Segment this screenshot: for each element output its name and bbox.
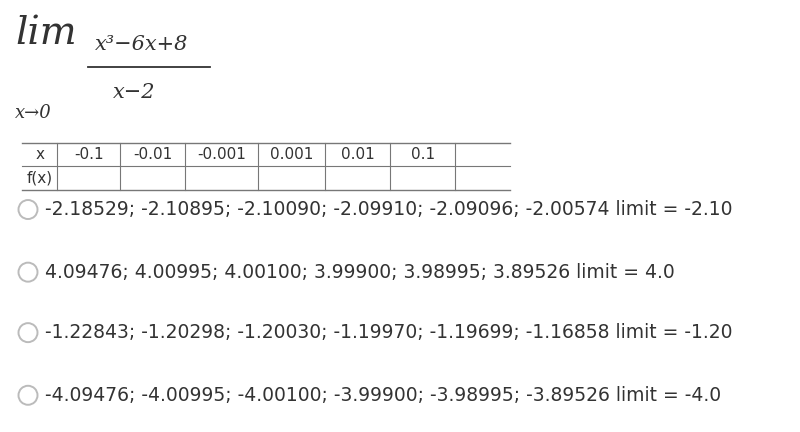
Text: 0.1: 0.1 [411, 147, 435, 162]
Text: x→0: x→0 [15, 104, 52, 122]
Text: lim: lim [15, 15, 77, 52]
Text: -2.18529; -2.10895; -2.10090; -2.09910; -2.09096; -2.00574 limit = -2.10: -2.18529; -2.10895; -2.10090; -2.09910; … [45, 200, 733, 219]
Circle shape [18, 263, 38, 282]
Text: x: x [35, 147, 45, 162]
Text: -0.01: -0.01 [134, 147, 173, 162]
Circle shape [18, 200, 38, 219]
Text: f(x): f(x) [27, 171, 53, 186]
Text: 4.09476; 4.00995; 4.00100; 3.99900; 3.98995; 3.89526 limit = 4.0: 4.09476; 4.00995; 4.00100; 3.99900; 3.98… [45, 263, 674, 282]
Text: -0.001: -0.001 [198, 147, 246, 162]
Text: -1.22843; -1.20298; -1.20030; -1.19970; -1.19699; -1.16858 limit = -1.20: -1.22843; -1.20298; -1.20030; -1.19970; … [45, 323, 733, 342]
Text: 0.01: 0.01 [341, 147, 375, 162]
Text: -4.09476; -4.00995; -4.00100; -3.99900; -3.98995; -3.89526 limit = -4.0: -4.09476; -4.00995; -4.00100; -3.99900; … [45, 386, 721, 405]
Text: x³−6x+8: x³−6x+8 [95, 35, 188, 54]
Text: -0.1: -0.1 [74, 147, 104, 162]
Text: 0.001: 0.001 [270, 147, 314, 162]
Text: x−2: x−2 [113, 83, 155, 102]
Circle shape [18, 386, 38, 405]
Circle shape [18, 323, 38, 342]
